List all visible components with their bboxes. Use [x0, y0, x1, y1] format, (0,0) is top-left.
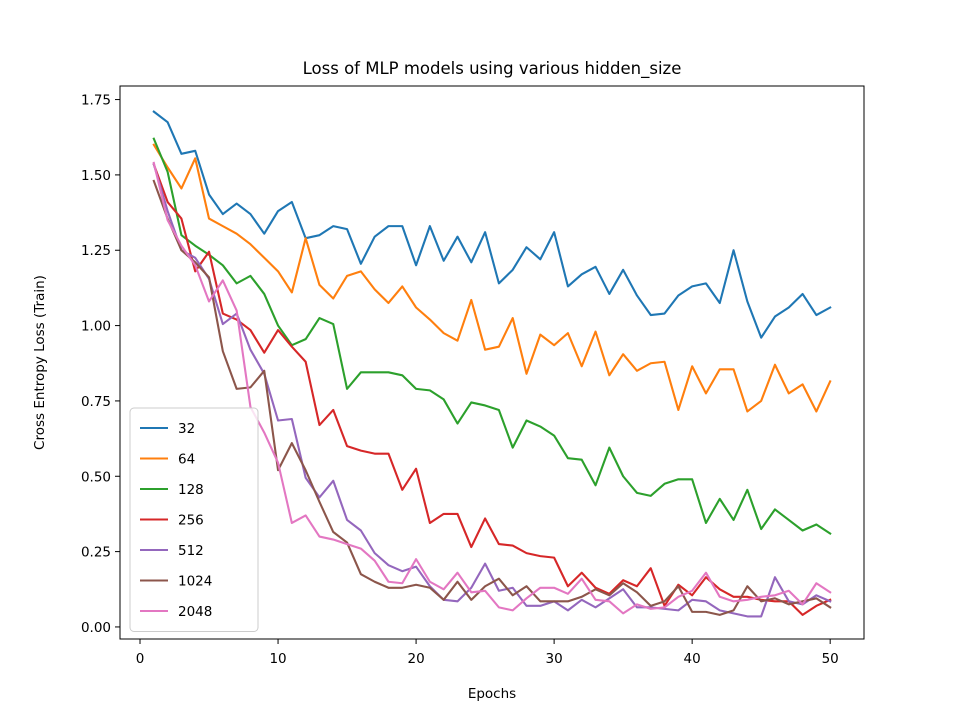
y-tick-label: 0.25 — [81, 545, 111, 561]
y-tick-label: 0.75 — [81, 394, 111, 410]
y-tick-label: 0.00 — [81, 620, 111, 636]
x-tick-label: 30 — [546, 651, 563, 667]
legend-label-512: 512 — [178, 543, 204, 559]
chart-title: Loss of MLP models using various hidden_… — [303, 59, 682, 79]
y-tick-label: 1.00 — [81, 319, 111, 335]
series-line-64 — [152, 143, 832, 413]
series-layer — [152, 110, 832, 618]
series-line-256 — [152, 163, 832, 616]
plot-frame — [119, 85, 865, 640]
legend: 32 64 128 256 512 1024 2048 — [129, 407, 259, 632]
y-tick-label: 1.75 — [81, 93, 111, 109]
legend-label-32: 32 — [178, 421, 195, 437]
y-tick-label: 1.50 — [81, 168, 111, 184]
legend-label-64: 64 — [178, 452, 195, 468]
legend-label-128: 128 — [178, 482, 204, 498]
series-line-1024 — [152, 179, 832, 616]
x-tick-label: 10 — [269, 651, 286, 667]
y-axis-label: Cross Entropy Loss (Train) — [32, 275, 48, 450]
y-tick-label: 0.50 — [81, 469, 111, 485]
series-line-32 — [152, 110, 832, 339]
legend-label-1024: 1024 — [178, 574, 212, 590]
legend-label-2048: 2048 — [178, 604, 212, 620]
x-tick-label: 50 — [822, 651, 839, 667]
series-line-2048 — [152, 161, 832, 615]
axes-layer: 0 10 20 30 40 50 0.00 0.25 0.50 0.75 1.00 1.25 1.50 1… — [81, 85, 865, 667]
x-axis-label: Epochs — [468, 686, 516, 702]
x-tick-label: 20 — [407, 651, 424, 667]
legend-label-256: 256 — [178, 513, 204, 529]
series-line-128 — [152, 137, 832, 535]
y-tick-label: 1.25 — [81, 243, 111, 259]
legend-box — [129, 407, 259, 632]
x-tick-label: 0 — [136, 651, 145, 667]
x-tick-label: 40 — [684, 651, 701, 667]
